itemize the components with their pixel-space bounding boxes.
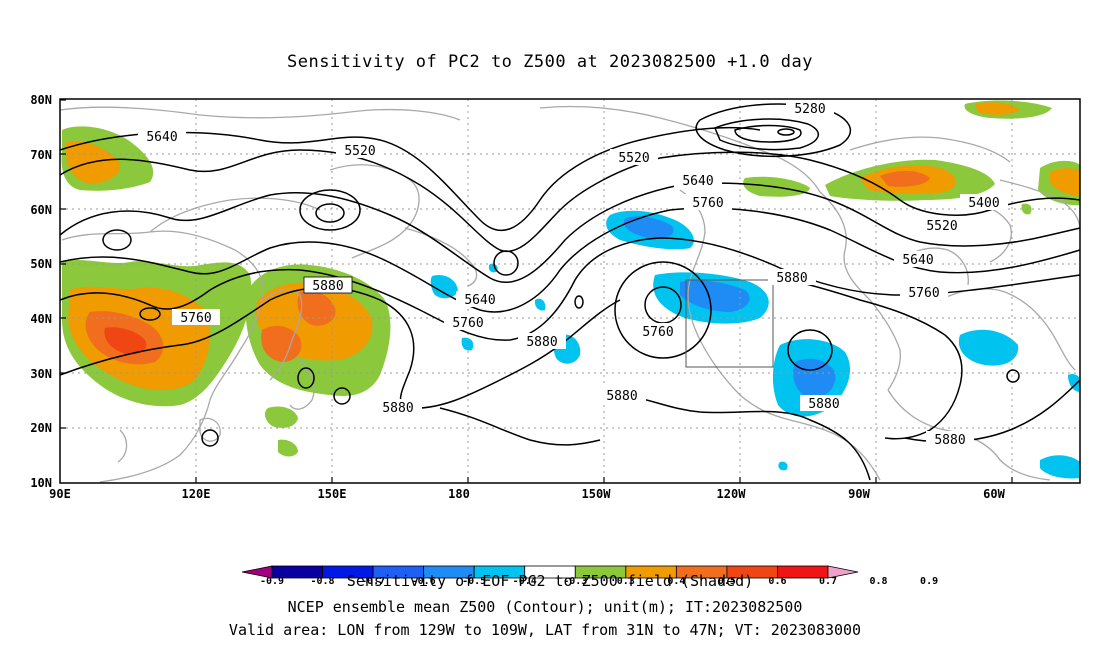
colorbar: -0.9 -0.8 -0.7 -0.6 -0.5 -0.4 -0.3 0.3 0.4 0.5 0.6… — [241, 565, 938, 587]
colorbar-label: -0.4 — [513, 576, 537, 587]
lat-label: 20N — [30, 421, 52, 435]
svg-text:5640: 5640 — [682, 174, 713, 189]
svg-text:5880: 5880 — [382, 401, 413, 416]
contour-label: 5520 — [610, 149, 658, 166]
footer-line-valid-area: Valid area: LON from 129W to 109W, LAT f… — [229, 621, 861, 639]
contour-label: 5760 — [900, 284, 948, 301]
svg-text:5880: 5880 — [606, 389, 637, 404]
lat-label: 80N — [30, 93, 52, 107]
lat-label: 60N — [30, 203, 52, 217]
lon-label: 120W — [717, 487, 747, 501]
axis-tick-marks — [60, 99, 1013, 483]
svg-text:5760: 5760 — [642, 325, 673, 340]
colorbar-label: 0.3 — [617, 576, 635, 587]
contour-label: 5880 — [303, 276, 353, 294]
contour-label: 5880 — [374, 399, 422, 416]
plot-frame — [59, 98, 1081, 484]
contour-label: 5760 — [634, 323, 682, 340]
footer-line-contour: NCEP ensemble mean Z500 (Contour); unit(… — [288, 598, 803, 616]
lon-label: 180 — [448, 487, 470, 501]
svg-text:5520: 5520 — [344, 144, 375, 159]
latitude-labels: 80N 70N 60N 50N 40N 30N 20N 10N — [30, 93, 52, 490]
svg-text:5640: 5640 — [902, 253, 933, 268]
contour-label: 5640 — [894, 251, 942, 268]
lon-label: 150W — [582, 487, 612, 501]
svg-text:5400: 5400 — [968, 196, 999, 211]
svg-text:5880: 5880 — [526, 335, 557, 350]
contour-label: 5760 — [172, 309, 220, 326]
svg-text:5640: 5640 — [146, 130, 177, 145]
lat-label: 50N — [30, 257, 52, 271]
colorbar-label: -0.7 — [361, 576, 385, 587]
contour-labels: 5640 5520 5520 5280 5640 5760 5400 5520 … — [138, 100, 1008, 448]
contour-label: 5520 — [918, 217, 966, 234]
lat-label: 70N — [30, 148, 52, 162]
contour-label: 5640 — [456, 291, 504, 308]
contour-label: 5640 — [138, 128, 186, 145]
valid-area-box — [685, 279, 774, 368]
lat-label: 40N — [30, 312, 52, 326]
colorbar-label: -0.8 — [310, 576, 334, 587]
contour-label: 5880 — [800, 395, 848, 412]
lon-label: 60W — [983, 487, 1005, 501]
contour-label: 5880 — [768, 269, 816, 286]
svg-text:5880: 5880 — [808, 397, 839, 412]
contour-label: 5760 — [444, 314, 492, 331]
lon-label: 90E — [49, 487, 71, 501]
colorbar-segment — [827, 565, 859, 579]
svg-text:5760: 5760 — [908, 286, 939, 301]
contour-label: 5280 — [786, 100, 834, 117]
colorbar-label: -0.6 — [412, 576, 436, 587]
graticule — [60, 99, 1080, 483]
contour-label: 5760 — [684, 194, 732, 211]
colorbar-label: 0.4 — [667, 576, 685, 587]
colorbar-label: 0.9 — [920, 576, 938, 587]
footer-line-shading: Sensitivity of EOF PC2 to Z500 field (Sh… — [347, 572, 753, 590]
contour-label: 5880 — [926, 431, 974, 448]
contour-label: 5880 — [518, 333, 566, 350]
svg-text:5520: 5520 — [926, 219, 957, 234]
contour-label: 5520 — [336, 142, 384, 159]
colorbar-label: -0.9 — [260, 576, 284, 587]
lon-label: 90W — [848, 487, 870, 501]
svg-text:5760: 5760 — [180, 311, 211, 326]
colorbar-label: 0.5 — [718, 576, 736, 587]
colorbar-label: 0.8 — [870, 576, 888, 587]
svg-text:5880: 5880 — [312, 279, 343, 294]
lat-label: 30N — [30, 367, 52, 381]
svg-text:5760: 5760 — [692, 196, 723, 211]
contour-label: 5880 — [598, 387, 646, 404]
colorbar-label: -0.5 — [462, 576, 486, 587]
svg-text:5640: 5640 — [464, 293, 495, 308]
z500-contours — [59, 103, 1081, 481]
colorbar-label: -0.3 — [563, 576, 587, 587]
lat-label: 10N — [30, 476, 52, 490]
lon-label: 150E — [318, 487, 347, 501]
svg-text:5880: 5880 — [776, 271, 807, 286]
contour-label: 5400 — [960, 194, 1008, 211]
svg-text:5760: 5760 — [452, 316, 483, 331]
lon-label: 120E — [182, 487, 211, 501]
svg-text:5280: 5280 — [794, 102, 825, 117]
map-title: Sensitivity of PC2 to Z500 at 2023082500… — [287, 52, 813, 72]
contour-label: 5640 — [674, 172, 722, 189]
colorbar-label: 0.6 — [768, 576, 786, 587]
svg-text:5520: 5520 — [618, 151, 649, 166]
svg-text:5880: 5880 — [934, 433, 965, 448]
colorbar-label: 0.7 — [819, 576, 837, 587]
longitude-labels: 90E 120E 150E 180 150W 120W 90W 60W — [49, 487, 1005, 501]
